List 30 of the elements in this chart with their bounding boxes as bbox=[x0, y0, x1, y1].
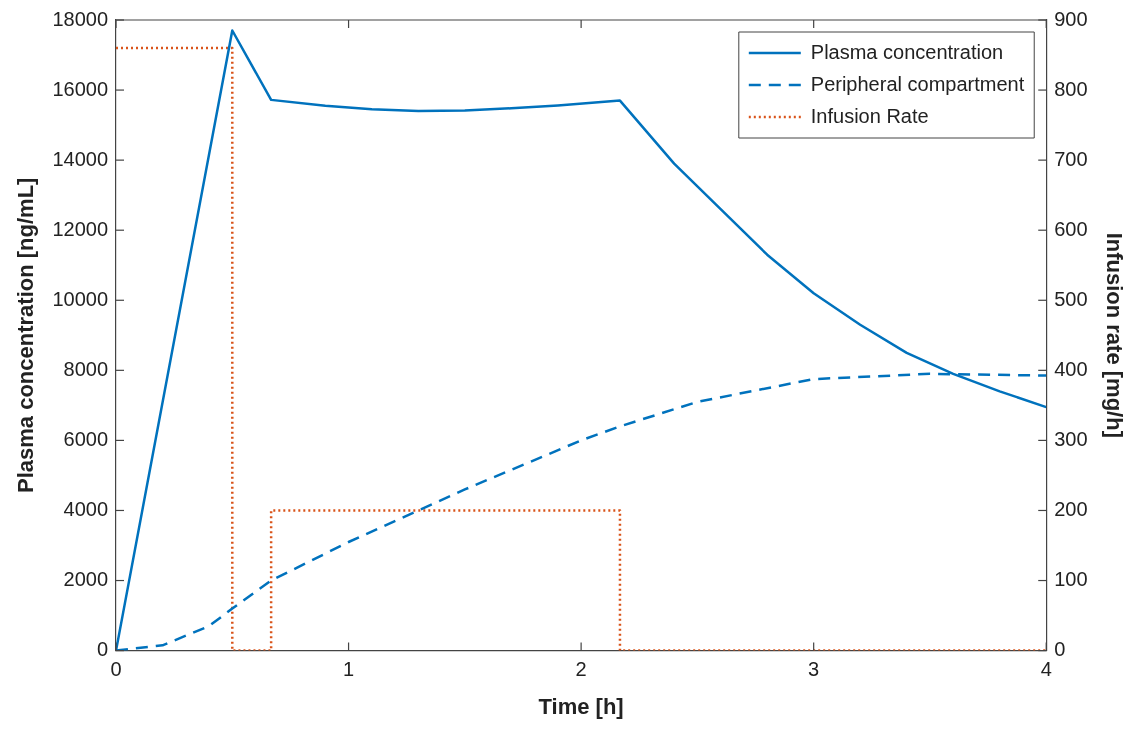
y2-tick-label: 800 bbox=[1054, 77, 1088, 100]
legend-label: Plasma concentration bbox=[810, 40, 1004, 63]
y-tick-label: 18000 bbox=[52, 7, 109, 30]
x-tick-label: 4 bbox=[1040, 658, 1052, 681]
y-axis-title: Plasma concentration [ng/mL] bbox=[13, 177, 39, 493]
y2-tick-label: 200 bbox=[1054, 497, 1088, 520]
y2-tick-label: 300 bbox=[1054, 427, 1088, 450]
legend-label: Peripheral compartment bbox=[810, 72, 1025, 95]
y-tick-label: 4000 bbox=[63, 497, 109, 520]
y2-tick-label: 500 bbox=[1054, 287, 1088, 310]
x-axis-title: Time [h] bbox=[538, 693, 624, 719]
y-tick-label: 16000 bbox=[52, 77, 109, 100]
x-tick-label: 3 bbox=[808, 658, 820, 681]
y2-tick-label: 900 bbox=[1054, 7, 1088, 30]
x-tick-label: 2 bbox=[575, 658, 587, 681]
y2-tick-label: 400 bbox=[1054, 357, 1088, 380]
y2-axis-title: Infusion rate [mg/h] bbox=[1101, 232, 1127, 438]
y2-tick-label: 0 bbox=[1054, 638, 1066, 661]
y-tick-label: 0 bbox=[96, 638, 109, 661]
x-tick-label: 1 bbox=[343, 658, 355, 681]
legend-label: Infusion Rate bbox=[810, 104, 929, 127]
y-tick-label: 6000 bbox=[63, 427, 109, 450]
y-tick-label: 8000 bbox=[63, 357, 109, 380]
y2-tick-label: 600 bbox=[1054, 217, 1088, 240]
y2-tick-label: 700 bbox=[1054, 147, 1088, 170]
y-tick-label: 2000 bbox=[63, 568, 109, 591]
y2-tick-label: 100 bbox=[1054, 568, 1088, 591]
y-tick-label: 12000 bbox=[52, 217, 109, 240]
y-tick-label: 10000 bbox=[52, 287, 109, 310]
y-tick-label: 14000 bbox=[52, 147, 109, 170]
